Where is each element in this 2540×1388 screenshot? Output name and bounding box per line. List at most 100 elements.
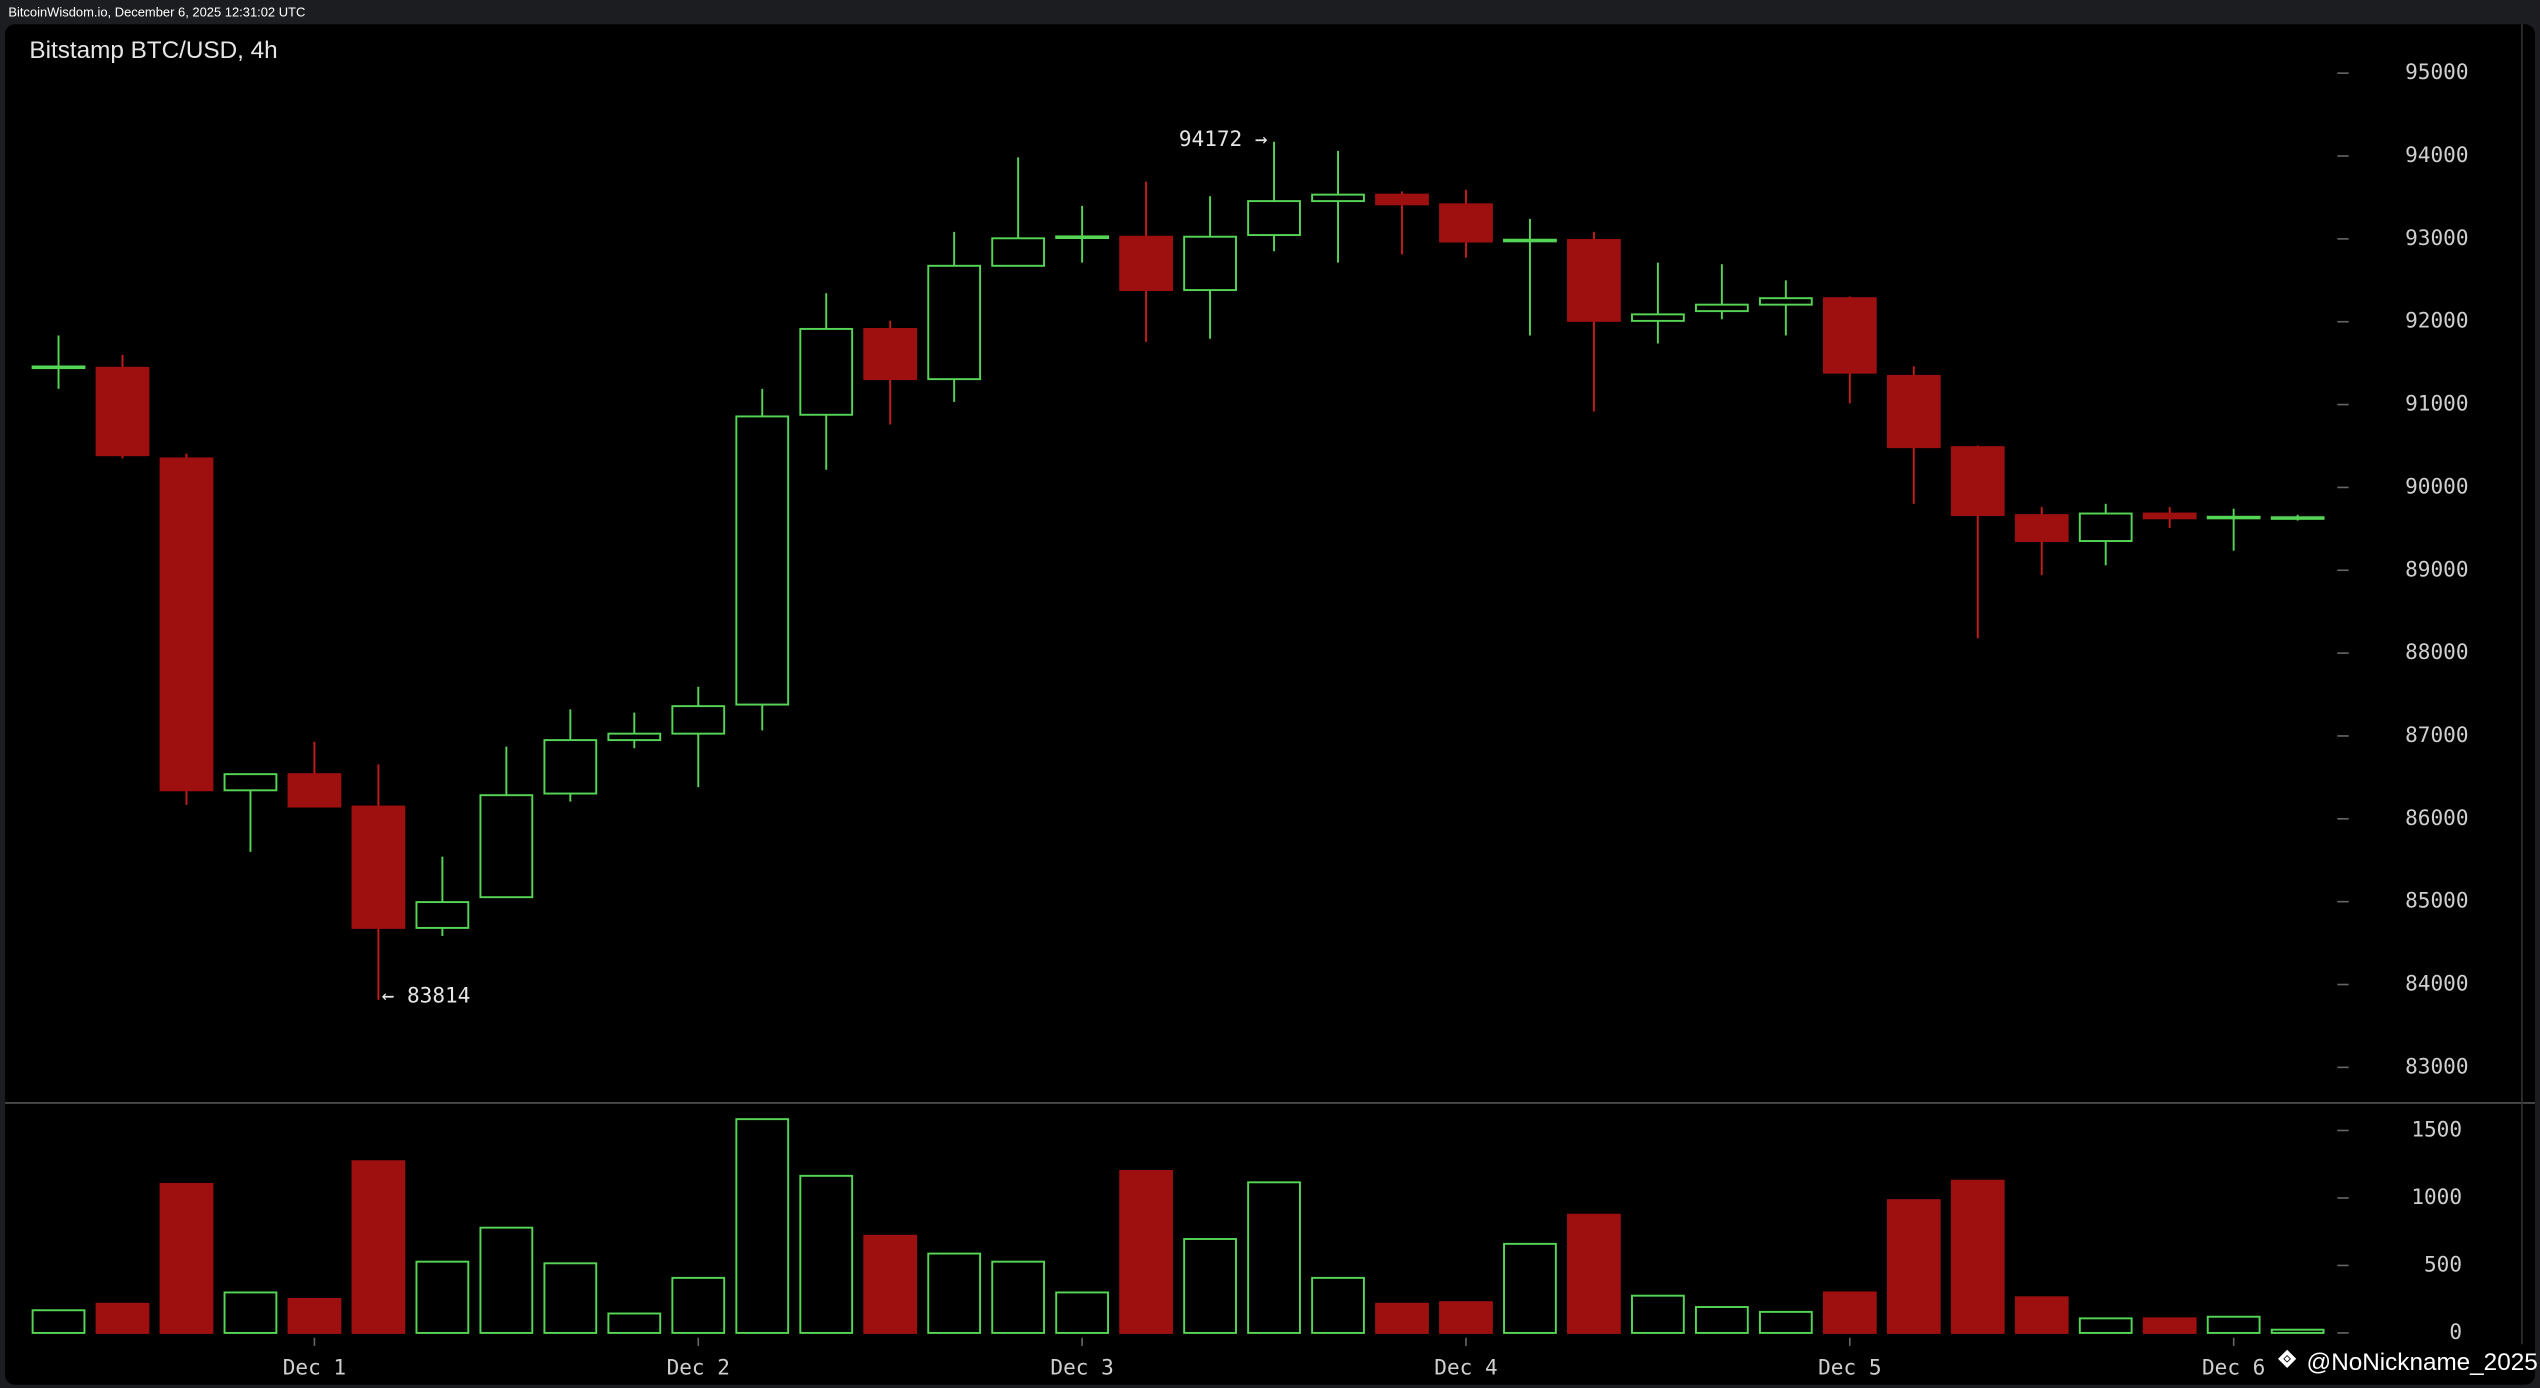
candle-body — [1311, 193, 1365, 203]
y-tick-label: 95000 — [2405, 59, 2468, 84]
volume-bar — [2078, 1317, 2133, 1334]
candle-body — [159, 457, 214, 792]
volume-bar — [1503, 1242, 1557, 1334]
volume-bar — [671, 1276, 726, 1334]
volume-bar — [1247, 1181, 1301, 1334]
volume-bar — [1694, 1306, 1749, 1334]
candle-body — [2142, 512, 2197, 520]
watermark-logo — [2276, 1348, 2298, 1370]
volume-bar — [799, 1174, 854, 1334]
watermark: @NoNickname_2025 — [2276, 1348, 2538, 1376]
volume-bar — [351, 1160, 406, 1334]
volume-bar — [863, 1234, 918, 1334]
volume-bar — [1119, 1170, 1173, 1334]
volume-bar — [1311, 1276, 1365, 1334]
candle-body — [351, 805, 406, 929]
candle-body — [1950, 446, 2005, 517]
volume-bar — [1439, 1301, 1493, 1334]
volume-bar — [1822, 1291, 1877, 1334]
candle-body — [1631, 313, 1685, 322]
volume-bar — [1375, 1302, 1429, 1334]
volume-bar — [1055, 1291, 1110, 1334]
header: BitcoinWisdom.io, December 6, 2025 12:31… — [8, 4, 305, 19]
candle-body — [479, 794, 534, 899]
candle-body — [2270, 516, 2325, 520]
candle-body — [671, 705, 726, 735]
candle-body — [1503, 238, 1557, 243]
y-tick-label: 85000 — [2405, 888, 2468, 913]
volume-bar — [607, 1312, 662, 1334]
volume-bar — [479, 1226, 534, 1334]
volume-bar — [2142, 1317, 2197, 1334]
candle-body — [1055, 235, 1110, 240]
volume-bar — [223, 1291, 278, 1334]
candle-body — [2014, 514, 2069, 542]
y-tick-label: 91000 — [2405, 391, 2468, 416]
candle-body — [1183, 235, 1237, 292]
candle-body — [415, 901, 470, 929]
x-tick-label: Dec 6 — [2202, 1355, 2265, 1380]
y-tick-label: 88000 — [2405, 639, 2468, 664]
x-tick-label: Dec 5 — [1818, 1355, 1881, 1380]
y-tick-label: 90000 — [2405, 473, 2468, 498]
volume-bar — [287, 1297, 342, 1334]
candle-body — [2206, 515, 2261, 520]
candle-body — [863, 327, 918, 381]
volume-bar — [1567, 1213, 1621, 1334]
volume-bar — [543, 1262, 598, 1334]
y-tick-label: 94000 — [2405, 142, 2468, 167]
volume-bar — [2270, 1328, 2325, 1334]
volume-tick-label: 500 — [2424, 1251, 2462, 1276]
candle-body — [1758, 297, 1813, 306]
volume-tick-label: 0 — [2449, 1319, 2462, 1344]
candle-body — [927, 264, 982, 381]
candle-body — [1567, 238, 1621, 322]
volume-bar — [1950, 1179, 2005, 1334]
candle-body — [223, 773, 278, 792]
y-tick-label: 83000 — [2405, 1053, 2468, 1078]
volume-bar — [2206, 1315, 2261, 1334]
candle-body — [95, 366, 150, 457]
y-tick-label: 87000 — [2405, 722, 2468, 747]
volume-bar — [927, 1252, 982, 1334]
low-annotation: ← 83814 — [382, 983, 471, 1008]
volume-bar — [735, 1118, 790, 1334]
y-tick-label: 93000 — [2405, 225, 2468, 250]
chart-title: Bitstamp BTC/USD, 4h — [29, 37, 277, 64]
x-tick-label: Dec 2 — [667, 1355, 730, 1380]
candle-body — [607, 732, 662, 742]
chart-area — [5, 24, 2535, 1385]
candle-body — [2078, 512, 2133, 542]
candle-body — [991, 237, 1046, 267]
high-annotation: 94172 → — [1179, 126, 1268, 151]
y-tick-label: 89000 — [2405, 556, 2468, 581]
y-tick-label: 84000 — [2405, 971, 2468, 996]
candle-body — [1119, 235, 1173, 292]
candle-body — [1694, 303, 1749, 313]
watermark-text: @NoNickname_2025 — [2307, 1349, 2538, 1376]
x-tick-label: Dec 1 — [283, 1355, 346, 1380]
candle-body — [1886, 374, 1941, 449]
candle-body — [1822, 297, 1877, 374]
candle-body — [799, 327, 854, 416]
volume-bar — [991, 1260, 1046, 1334]
candle-body — [1375, 193, 1429, 206]
volume-bar — [1631, 1294, 1685, 1334]
candle-body — [543, 739, 598, 795]
volume-bar — [1758, 1310, 1813, 1334]
y-tick-label: 86000 — [2405, 805, 2468, 830]
volume-bar — [95, 1302, 150, 1334]
volume-bar — [2014, 1296, 2069, 1334]
x-tick-label: Dec 4 — [1434, 1355, 1497, 1380]
volume-bar — [1183, 1238, 1237, 1334]
candle-body — [1439, 203, 1493, 243]
candle-body — [31, 365, 86, 370]
volume-tick-label: 1000 — [2411, 1184, 2462, 1209]
candle-body — [1247, 200, 1301, 237]
volume-tick-label: 1500 — [2411, 1116, 2462, 1141]
x-tick-label: Dec 3 — [1050, 1355, 1113, 1380]
volume-bar — [1886, 1199, 1941, 1334]
y-tick-label: 92000 — [2405, 308, 2468, 333]
